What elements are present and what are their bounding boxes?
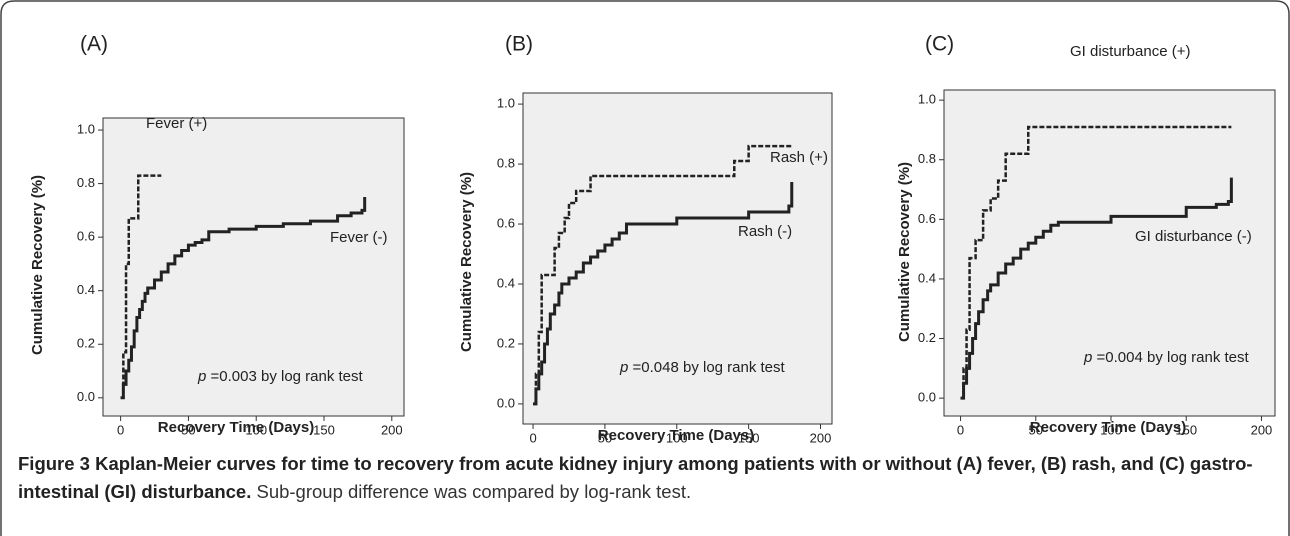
- x-tick-label: 150: [313, 422, 335, 437]
- survival-curve: [960, 177, 1233, 400]
- x-tick-label: 100: [1100, 422, 1122, 437]
- plot-area: [943, 89, 1276, 417]
- y-tick-label: 1.0: [497, 96, 515, 111]
- x-tick-label: 50: [1029, 422, 1043, 437]
- y-tick-label: 0.6: [77, 229, 95, 244]
- survival-curve: [960, 125, 1232, 400]
- x-tick-label: 200: [1251, 422, 1273, 437]
- y-tick-label: 1.0: [918, 92, 936, 107]
- y-tick-label: 0.6: [918, 211, 936, 226]
- y-tick-label: 0.8: [77, 175, 95, 190]
- y-tick-label: 1.0: [77, 121, 95, 136]
- annotation: p =0.003 by log rank test: [197, 368, 364, 385]
- x-tick-label: 100: [245, 422, 267, 437]
- plot-area: [522, 92, 833, 425]
- plot-area: [102, 117, 405, 417]
- curve-label: Fever (-): [330, 229, 388, 246]
- annotation-var: p: [619, 359, 628, 376]
- y-tick-label: 0.4: [918, 270, 936, 285]
- y-tick-label: 0.2: [77, 336, 95, 351]
- y-axis-title: Cumulative Recovery (%): [896, 162, 913, 342]
- curve-label: GI disturbance (+): [1070, 43, 1190, 60]
- y-tick-label: 0.6: [497, 215, 515, 230]
- annotation-text: =0.003 by log rank test: [206, 368, 363, 385]
- y-axis-title: Cumulative Recovery (%): [29, 175, 46, 355]
- x-tick-label: 50: [598, 430, 612, 445]
- y-tick-label: 0.2: [497, 335, 515, 350]
- annotation: p =0.004 by log rank test: [1083, 349, 1250, 366]
- y-tick-label: 0.8: [497, 155, 515, 170]
- x-tick-label: 150: [738, 430, 760, 445]
- curve-label: Rash (-): [738, 223, 792, 240]
- x-tick-label: 50: [181, 422, 195, 437]
- y-tick-label: 0.0: [497, 395, 515, 410]
- x-tick-label: 200: [381, 422, 403, 437]
- x-tick-label: 150: [1175, 422, 1197, 437]
- survival-curve: [533, 182, 794, 406]
- caption-title: Figure 3 Kaplan-Meier curves for time to…: [18, 453, 1253, 502]
- curve-label: Rash (+): [770, 149, 828, 166]
- panel-label: (A): [80, 33, 108, 56]
- survival-curve: [120, 174, 162, 400]
- panel-label: (B): [505, 33, 533, 56]
- caption-text: Sub-group difference was compared by log…: [251, 481, 692, 502]
- annotation-text: =0.048 by log rank test: [628, 359, 785, 376]
- y-tick-label: 0.2: [918, 330, 936, 345]
- annotation-text: =0.004 by log rank test: [1092, 349, 1249, 366]
- x-axis-title: Recovery Time (Days): [598, 427, 754, 444]
- y-tick-label: 0.0: [918, 390, 936, 405]
- y-tick-label: 0.4: [77, 282, 95, 297]
- x-tick-label: 0: [957, 422, 964, 437]
- curve-label: GI disturbance (-): [1135, 228, 1252, 245]
- y-tick-label: 0.8: [918, 151, 936, 166]
- curve-label: Fever (+): [146, 115, 207, 132]
- x-tick-label: 0: [117, 422, 124, 437]
- x-tick-label: 200: [810, 430, 832, 445]
- caption: Figure 3 Kaplan-Meier curves for time to…: [18, 450, 1273, 506]
- y-axis-title: Cumulative Recovery (%): [458, 172, 475, 352]
- x-axis-title: Recovery Time (Days): [158, 419, 314, 436]
- annotation-var: p: [1083, 349, 1092, 366]
- survival-curve: [533, 144, 792, 406]
- panel-label: (C): [925, 33, 954, 56]
- y-tick-label: 0.0: [77, 389, 95, 404]
- x-tick-label: 0: [529, 430, 536, 445]
- survival-curve: [120, 196, 367, 400]
- annotation: p =0.048 by log rank test: [619, 359, 786, 376]
- y-tick-label: 0.4: [497, 275, 515, 290]
- annotation-var: p: [197, 368, 206, 385]
- x-tick-label: 100: [666, 430, 688, 445]
- x-axis-title: Recovery Time (Days): [1030, 419, 1186, 436]
